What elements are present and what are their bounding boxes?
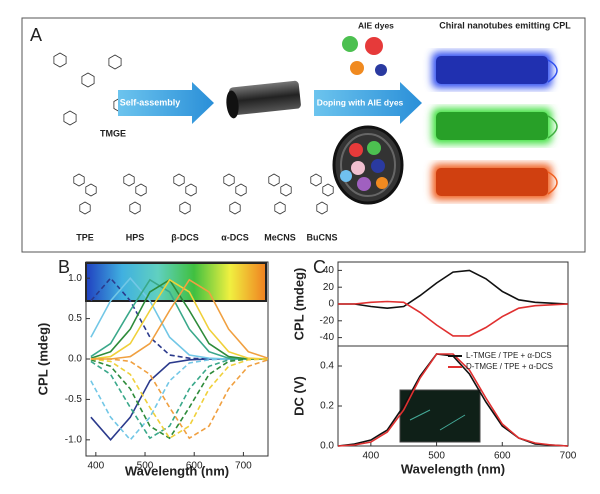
ring bbox=[235, 183, 247, 197]
microscope-fibers bbox=[409, 409, 466, 431]
x-tick-label: 700 bbox=[560, 451, 577, 462]
arrow-label: Self-assembly bbox=[120, 97, 181, 107]
plot-frame bbox=[337, 345, 569, 447]
series-line bbox=[90, 358, 268, 440]
ring bbox=[85, 183, 97, 197]
ring bbox=[129, 201, 141, 215]
ring bbox=[81, 72, 95, 88]
x-axis-label: Wavelength (nm) bbox=[401, 461, 505, 476]
ring bbox=[173, 173, 185, 187]
dye-label: AIE dyes bbox=[358, 20, 394, 30]
molecule-label: TMGE bbox=[100, 128, 126, 138]
glowing-tubes bbox=[432, 52, 558, 200]
ring bbox=[185, 183, 197, 197]
y-tick-label: -0.5 bbox=[65, 394, 83, 405]
ring bbox=[274, 201, 286, 215]
ring bbox=[108, 54, 122, 70]
series-line bbox=[90, 358, 268, 442]
ring bbox=[123, 173, 135, 187]
molecule-label: HPS bbox=[126, 232, 145, 242]
ring bbox=[322, 183, 334, 197]
series-line bbox=[90, 358, 269, 440]
y-tick-label: -1.0 bbox=[65, 434, 83, 445]
ring bbox=[223, 173, 235, 187]
x-tick-label: 500 bbox=[137, 461, 154, 472]
x-tick-label: 600 bbox=[494, 451, 511, 462]
y-tick-label: 20 bbox=[323, 282, 335, 293]
molecule-label: MeCNS bbox=[264, 232, 296, 242]
panel-label: C bbox=[313, 257, 326, 277]
tube-cross-section bbox=[332, 125, 404, 205]
arrow bbox=[314, 82, 422, 124]
ring bbox=[316, 201, 328, 215]
nanotube bbox=[226, 80, 301, 119]
x-tick-label: 600 bbox=[186, 461, 203, 472]
arrow bbox=[118, 82, 214, 124]
series-line bbox=[337, 353, 569, 447]
y-tick-label: 0.4 bbox=[320, 361, 334, 372]
series-line bbox=[90, 278, 269, 360]
panel-label: B bbox=[58, 257, 70, 277]
ring bbox=[53, 52, 67, 68]
microscope-inset bbox=[399, 389, 481, 443]
molecule-drawings bbox=[53, 52, 334, 215]
y-axis-label: CPL (mdeg) bbox=[291, 268, 306, 341]
x-tick-label: 400 bbox=[87, 461, 104, 472]
x-tick-label: 500 bbox=[428, 451, 445, 462]
y-tick-label: -20 bbox=[320, 315, 335, 326]
y-tick-label: 40 bbox=[323, 265, 335, 276]
ring bbox=[268, 173, 280, 187]
series-line bbox=[338, 300, 569, 337]
y-axis-label: CPL (mdeg) bbox=[35, 323, 50, 396]
ring bbox=[73, 173, 85, 187]
y-tick-label: 0.0 bbox=[320, 441, 334, 452]
panel-label: A bbox=[30, 25, 42, 45]
x-tick-label: 700 bbox=[235, 461, 252, 472]
ring bbox=[135, 183, 147, 197]
dye-spheres bbox=[342, 36, 387, 76]
molecule-label: α-DCS bbox=[221, 232, 249, 242]
y-tick-label: 0.2 bbox=[320, 401, 334, 412]
ring bbox=[310, 173, 322, 187]
y-tick-label: 1.0 bbox=[68, 273, 82, 284]
legend-label: D-TMGE / TPE + α-DCS bbox=[466, 362, 553, 371]
y-tick-label: 0.5 bbox=[68, 313, 82, 324]
ring bbox=[79, 201, 91, 215]
y-tick-label: 0 bbox=[328, 299, 334, 310]
molecule-label: β-DCS bbox=[171, 232, 199, 242]
ring bbox=[179, 201, 191, 215]
series-line bbox=[90, 358, 269, 440]
arrow-label: Doping with AIE dyes bbox=[317, 97, 404, 107]
molecule-label: BuCNS bbox=[307, 232, 338, 242]
y-tick-label: -40 bbox=[320, 332, 335, 343]
ring bbox=[229, 201, 241, 215]
molecule-label: TPE bbox=[76, 232, 94, 242]
ring bbox=[280, 183, 292, 197]
y-tick-label: 0.0 bbox=[68, 354, 82, 365]
plot-frame bbox=[337, 261, 569, 347]
legend-label: L-TMGE / TPE + α-DCS bbox=[466, 351, 552, 360]
series-line bbox=[90, 278, 269, 360]
series-line bbox=[338, 269, 569, 310]
x-axis-label: Wavelength (nm) bbox=[125, 463, 229, 478]
y-axis-label: DC (V) bbox=[291, 376, 306, 416]
ring bbox=[63, 110, 77, 126]
x-tick-label: 400 bbox=[363, 451, 380, 462]
tube-caption: Chiral nanotubes emitting CPL bbox=[439, 20, 571, 30]
